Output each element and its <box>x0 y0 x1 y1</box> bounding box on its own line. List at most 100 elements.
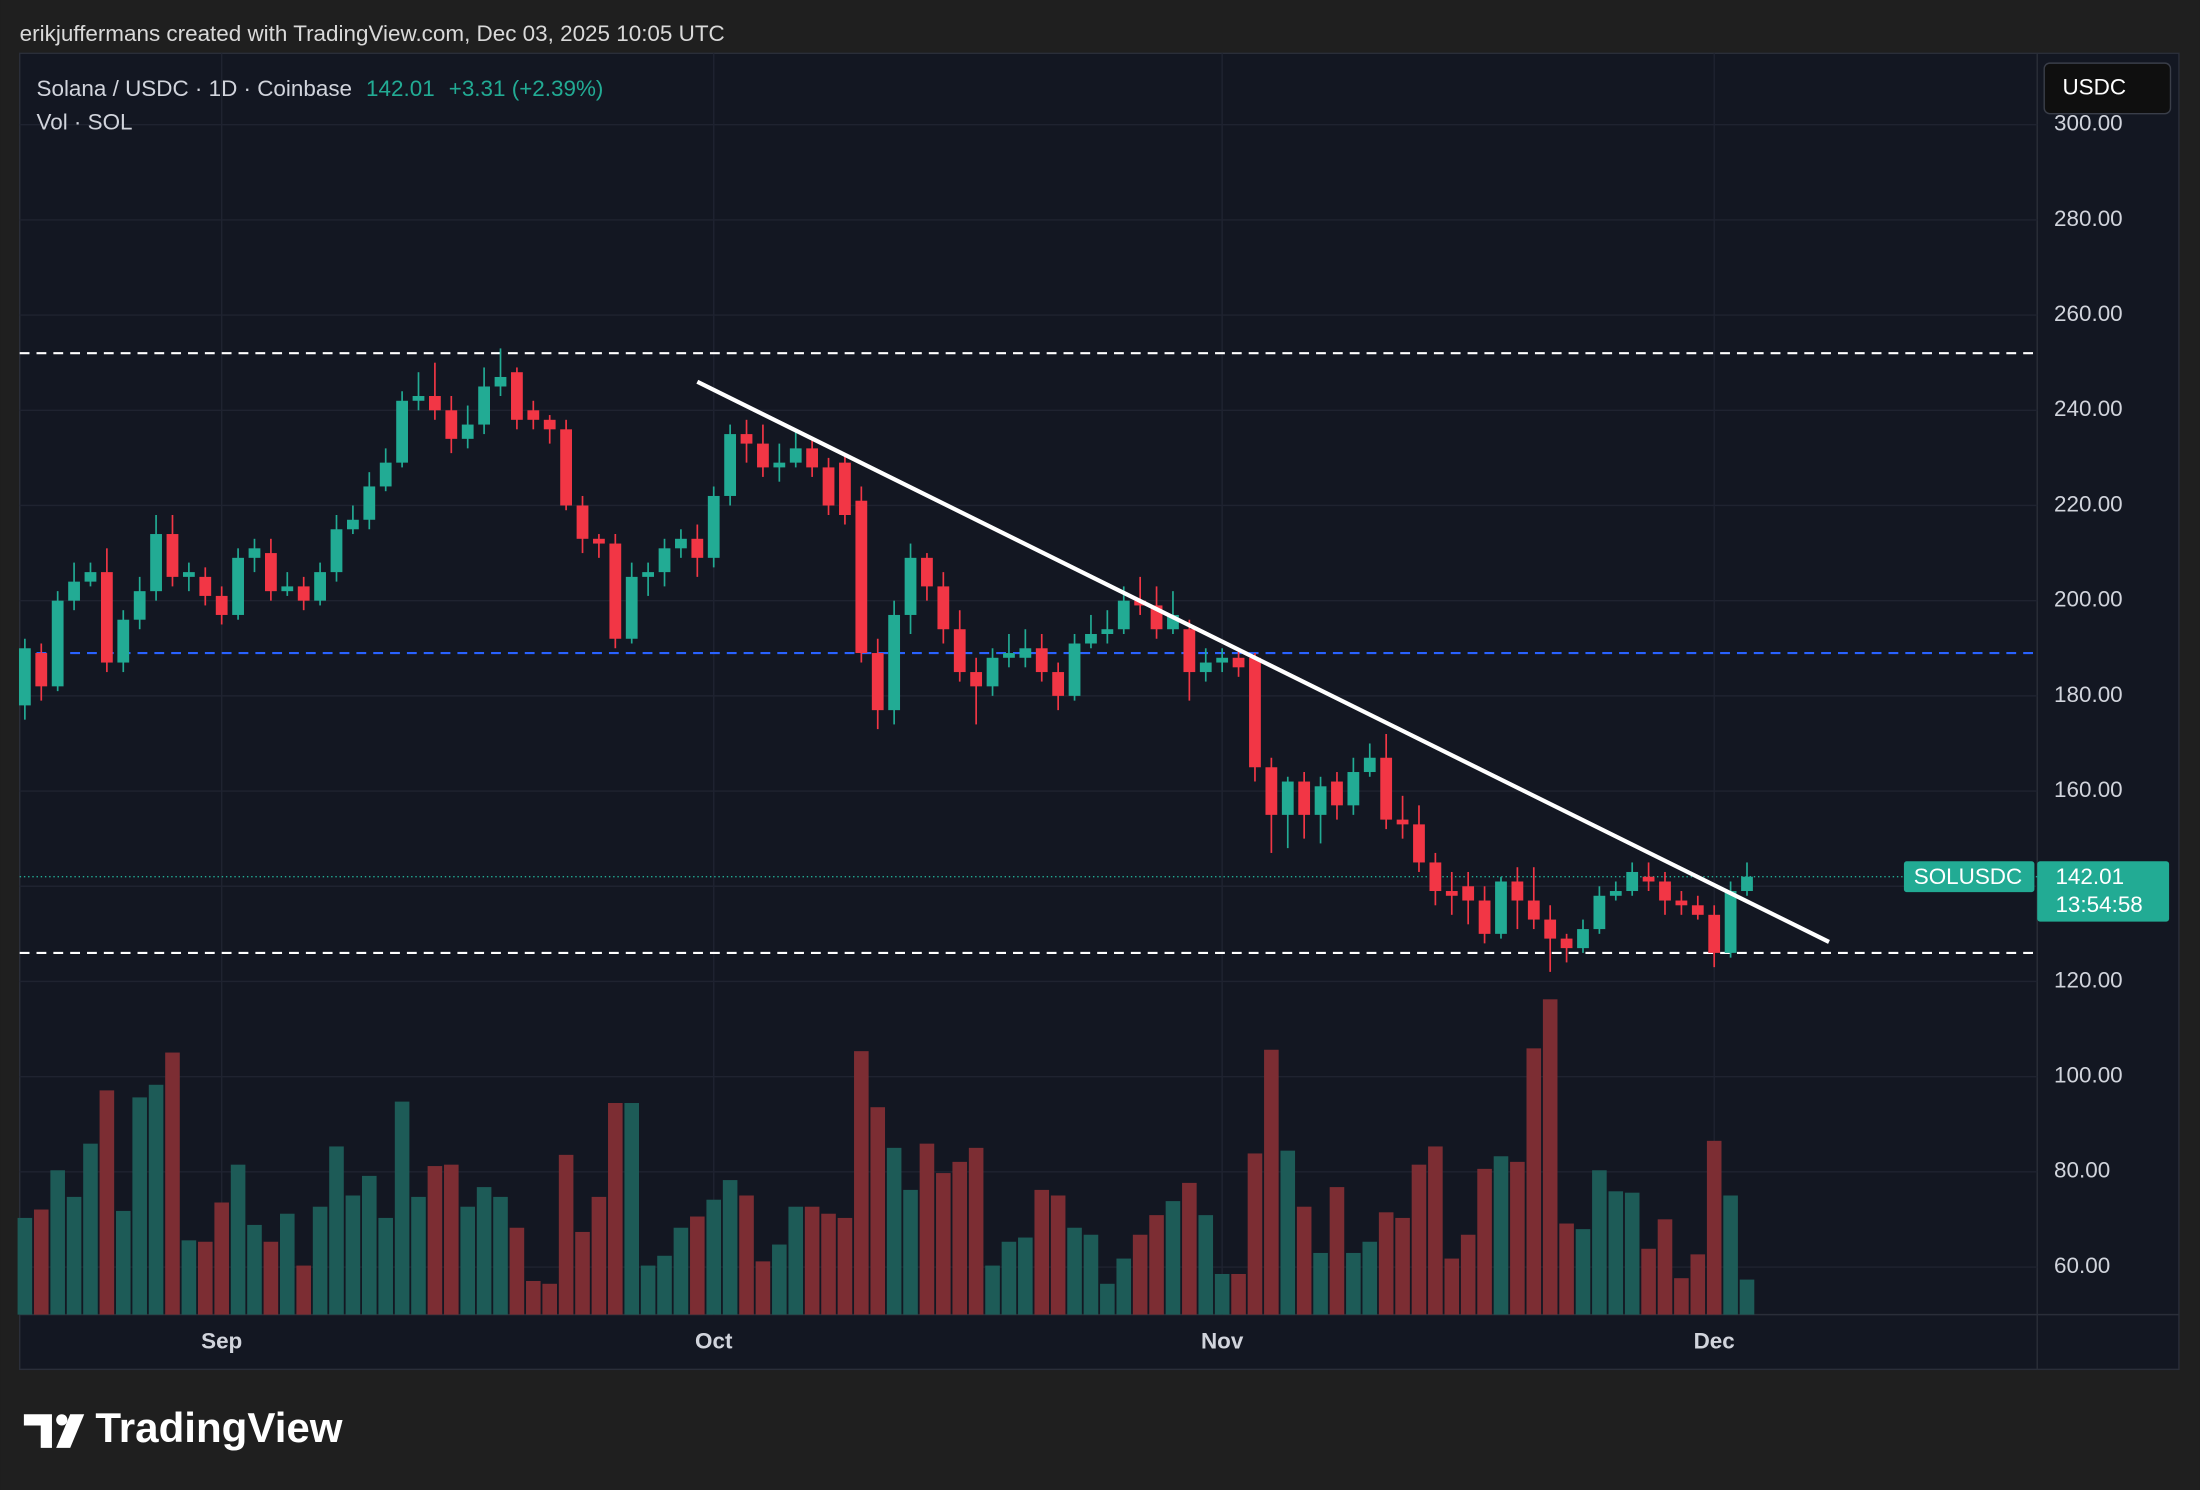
candle-body <box>642 572 655 577</box>
volume-bar <box>985 1265 1000 1315</box>
symbol-label: SOLUSDC <box>1914 864 2022 889</box>
credit: erikjuffermans created with TradingView.… <box>20 21 725 46</box>
volume-bar <box>542 1283 558 1315</box>
volume-bar <box>444 1164 459 1315</box>
volume-bar <box>1428 1146 1443 1315</box>
logo-mark <box>23 1414 52 1448</box>
volume-bar <box>1575 1229 1591 1315</box>
volume-bar <box>1001 1241 1017 1315</box>
candle-body <box>1478 900 1491 934</box>
candle-body <box>314 572 326 601</box>
y-tick-label: 180.00 <box>2054 682 2123 707</box>
volume-bar <box>903 1189 918 1315</box>
volume-bar <box>1313 1252 1328 1315</box>
volume-bar <box>1542 999 1558 1315</box>
candle-body <box>560 429 573 506</box>
candle-body <box>150 534 162 592</box>
candle-body <box>707 495 720 558</box>
plot <box>17 53 2038 1315</box>
volume-bar <box>854 1051 869 1315</box>
y-tick-label: 260.00 <box>2054 301 2123 326</box>
candle-body <box>625 576 638 639</box>
candle-body <box>724 434 737 496</box>
candle-body <box>1626 871 1639 892</box>
candle-body <box>1675 900 1688 906</box>
volume-bar <box>132 1097 147 1315</box>
candle-body <box>1708 914 1721 953</box>
volume-bar <box>1264 1049 1279 1315</box>
candle-body <box>379 462 392 487</box>
volume-bar <box>181 1240 197 1315</box>
volume-bar <box>919 1143 935 1315</box>
volume-bar <box>263 1241 279 1315</box>
volume-bar <box>1231 1273 1246 1315</box>
volume-bar <box>804 1206 820 1315</box>
volume-bar <box>362 1175 377 1315</box>
volume-bar <box>886 1147 902 1315</box>
y-tick-label: 200.00 <box>2054 587 2123 612</box>
volume-bar <box>247 1224 262 1315</box>
volume-bar <box>936 1173 951 1315</box>
candle-body <box>347 519 359 530</box>
volume-bar <box>788 1206 804 1315</box>
x-tick-label: Nov <box>1201 1329 1244 1354</box>
volume-bar <box>821 1213 836 1315</box>
volume-bar <box>165 1052 180 1315</box>
volume-bar <box>1739 1279 1755 1315</box>
candle-body <box>888 614 901 711</box>
candle-body <box>412 396 425 401</box>
volume-bar <box>755 1261 771 1315</box>
candle-body <box>264 553 277 592</box>
volume-bar <box>968 1147 984 1315</box>
candle-body <box>740 434 753 444</box>
candle-body <box>904 557 917 615</box>
candle-body <box>1003 653 1015 658</box>
volume-bar <box>1247 1153 1263 1315</box>
countdown-label: 13:54:58 <box>2055 892 2142 917</box>
candle-body <box>789 448 802 463</box>
chart-panel <box>18 52 2180 1371</box>
candle-body <box>1527 900 1540 920</box>
volume-bar <box>1477 1168 1492 1315</box>
candle-body <box>1281 781 1294 815</box>
volume-bar <box>1411 1164 1427 1315</box>
candle-body <box>1052 672 1065 696</box>
candle-body <box>1396 819 1409 825</box>
volume-bar <box>706 1199 722 1315</box>
volume-bar <box>197 1241 213 1315</box>
candle-body <box>1724 891 1737 953</box>
logo: TradingView <box>23 1404 343 1451</box>
candle-body <box>1331 781 1343 806</box>
x-tick-label: Oct <box>695 1329 733 1354</box>
candle-body <box>1593 895 1606 930</box>
volume-bar <box>1362 1241 1378 1315</box>
y-tick-label: 60.00 <box>2054 1253 2110 1278</box>
candle-body <box>166 534 179 577</box>
candle-body <box>1462 886 1475 901</box>
x-tick-label: Sep <box>201 1329 242 1354</box>
volume-bar <box>526 1280 541 1315</box>
candle-body <box>609 543 622 639</box>
volume-bar <box>378 1217 393 1315</box>
volume-bar <box>1657 1219 1673 1315</box>
y-tick-label: 80.00 <box>2054 1158 2110 1183</box>
candle-body <box>1609 891 1622 896</box>
logo-mark <box>56 1414 68 1426</box>
currency-button[interactable] <box>2043 62 2172 115</box>
price-change: +3.31 (+2.39%) <box>449 76 604 101</box>
volume-bar <box>509 1227 525 1315</box>
volume-bar <box>1018 1237 1033 1315</box>
volume-bar <box>640 1265 656 1315</box>
candle-body <box>806 448 819 468</box>
currency-label[interactable]: USDC <box>2062 74 2126 99</box>
candle-body <box>461 424 474 439</box>
candle-body <box>478 386 490 425</box>
y-tick-label: 300.00 <box>2054 111 2123 136</box>
candle-body <box>576 505 589 539</box>
volume-bar <box>394 1101 410 1315</box>
volume-bar <box>591 1196 607 1315</box>
volume-bar <box>1329 1187 1345 1315</box>
candle-body <box>658 548 671 573</box>
volume-bar <box>575 1231 590 1315</box>
